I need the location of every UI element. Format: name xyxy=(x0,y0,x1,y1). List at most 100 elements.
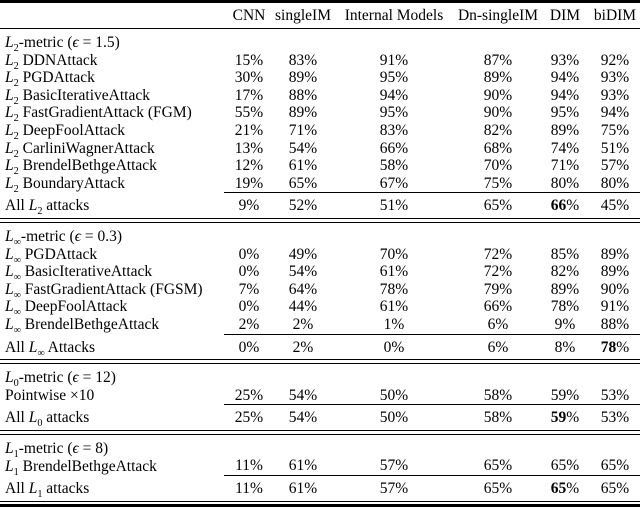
value-cell: 1% xyxy=(383,315,405,333)
value-cell: 95% xyxy=(550,104,580,122)
summary-value-cell: 50% xyxy=(332,404,456,431)
column-header-dim: DIM xyxy=(540,0,590,29)
section-divider-rule xyxy=(0,217,640,223)
value-cell: 65% xyxy=(600,457,630,475)
math-subscript: 0 xyxy=(37,418,43,430)
value-cell: 90% xyxy=(483,104,513,122)
summary-value-cell: 51% xyxy=(332,192,456,219)
summary-value-cell: 54% xyxy=(274,404,332,431)
value-cell: 61% xyxy=(379,263,409,281)
row-label-cell: L2 FastGradientAttack (FGM) xyxy=(5,104,192,125)
attack-row: L2 PGDAttack 30% 89% 95% 89% 94% 93% xyxy=(0,69,640,89)
value-cell: 72% xyxy=(483,263,513,281)
summary-value-cell: 8% xyxy=(540,333,590,360)
section-header-row: L0-metric (ϵ = 12) xyxy=(0,364,640,390)
value-cell: 9% xyxy=(554,315,576,333)
value-cell: 65% xyxy=(483,457,513,475)
column-header-singleim: singleIM xyxy=(274,0,332,29)
value-cell: 0% xyxy=(238,245,260,263)
value-cell: 2% xyxy=(292,315,314,333)
math-L: L xyxy=(5,280,14,298)
summary-value-cell: 11% xyxy=(224,475,274,502)
value-cell: 93% xyxy=(600,69,630,87)
row-label-cell: Pointwise ×10 xyxy=(5,387,95,405)
math-L: L xyxy=(5,86,14,104)
value-cell: 79% xyxy=(483,280,513,298)
value-cell: 13% xyxy=(234,139,264,157)
value-cell: 80% xyxy=(600,174,630,192)
value-cell: 6% xyxy=(487,315,509,333)
row-label-cell: L∞ PGDAttack xyxy=(5,245,98,266)
summary-label-cell: All L0 attacks xyxy=(5,409,90,430)
math-subscript: 2 xyxy=(13,95,19,107)
value-cell: 83% xyxy=(288,51,318,69)
value-cell: 64% xyxy=(288,280,318,298)
value-cell: 44% xyxy=(288,298,318,316)
math-epsilon: ϵ xyxy=(72,34,79,51)
value-cell: 12% xyxy=(234,157,264,175)
math-subscript: ∞ xyxy=(13,254,21,266)
row-label-cell: L∞ BrendelBethgeAttack xyxy=(5,316,160,337)
row-label-cell: L2 CarliniWagnerAttack xyxy=(5,139,155,160)
section-title-cell: L2-metric (ϵ = 1.5) xyxy=(5,34,120,55)
value-cell: 54% xyxy=(288,263,318,281)
math-subscript: 0 xyxy=(13,378,19,390)
value-cell: 92% xyxy=(600,51,630,69)
summary-value-cell: 65% xyxy=(456,475,540,502)
value-cell: 78% xyxy=(550,298,580,316)
value-cell: 2% xyxy=(238,315,260,333)
value-cell: 87% xyxy=(483,51,513,69)
divider-line xyxy=(0,429,640,435)
value-cell: 89% xyxy=(550,280,580,298)
attack-row: L∞ BasicIterativeAttack 0% 54% 61% 72% 82% 89% xyxy=(0,263,640,283)
value-cell: 91% xyxy=(600,298,630,316)
summary-value-cell: 65% xyxy=(456,192,540,219)
math-subscript: ∞ xyxy=(37,347,45,359)
section-title-cell: L∞-metric (ϵ = 0.3) xyxy=(5,227,122,249)
column-header-internal-models: Internal Models xyxy=(332,0,456,29)
best-value: 66 xyxy=(550,197,567,215)
value-cell: 83% xyxy=(379,121,409,139)
best-value: 59 xyxy=(550,409,567,427)
value-cell: 94% xyxy=(379,86,409,104)
divider-line xyxy=(0,500,640,507)
math-L: L xyxy=(28,409,38,427)
value-cell: 95% xyxy=(379,69,409,87)
summary-label-cell: All L1 attacks xyxy=(5,480,90,501)
value-cell: 89% xyxy=(288,69,318,87)
value-cell: 89% xyxy=(550,121,580,139)
value-cell: 57% xyxy=(600,157,630,175)
math-L: L xyxy=(5,175,14,193)
math-L: L xyxy=(5,298,14,316)
section-title-cell: L1-metric (ϵ = 8) xyxy=(5,439,109,460)
column-header-dn-singleim: Dn-singleIM xyxy=(456,0,540,29)
math-subscript: ∞ xyxy=(13,325,21,337)
column-header-bidim: biDIM xyxy=(590,0,640,29)
summary-value-cell: 0% xyxy=(224,333,274,360)
math-L: L xyxy=(5,121,14,139)
value-cell: 65% xyxy=(288,174,318,192)
attack-row: L1 BrendelBethgeAttack 11% 61% 57% 65% 65% 65% xyxy=(0,457,640,477)
math-subscript: 2 xyxy=(13,60,19,72)
value-cell: 78% xyxy=(379,280,409,298)
math-subscript: 1 xyxy=(13,448,19,460)
value-cell: 72% xyxy=(483,245,513,263)
value-cell: 65% xyxy=(550,457,580,475)
math-L: L xyxy=(5,34,14,51)
math-subscript: 2 xyxy=(37,206,43,218)
math-L: L xyxy=(5,139,14,157)
section-divider-rule xyxy=(0,359,640,365)
value-cell: 50% xyxy=(379,386,409,404)
value-cell: 55% xyxy=(234,104,264,122)
value-cell: 68% xyxy=(483,139,513,157)
value-cell: 82% xyxy=(550,263,580,281)
value-cell: 90% xyxy=(600,280,630,298)
summary-value-cell: 57% xyxy=(332,475,456,502)
value-cell: 94% xyxy=(550,69,580,87)
math-L: L xyxy=(28,480,38,498)
section-header-row: L2-metric (ϵ = 1.5) xyxy=(0,29,640,55)
value-cell: 71% xyxy=(288,121,318,139)
summary-value-cell: 45% xyxy=(590,192,640,219)
value-cell: 90% xyxy=(483,86,513,104)
